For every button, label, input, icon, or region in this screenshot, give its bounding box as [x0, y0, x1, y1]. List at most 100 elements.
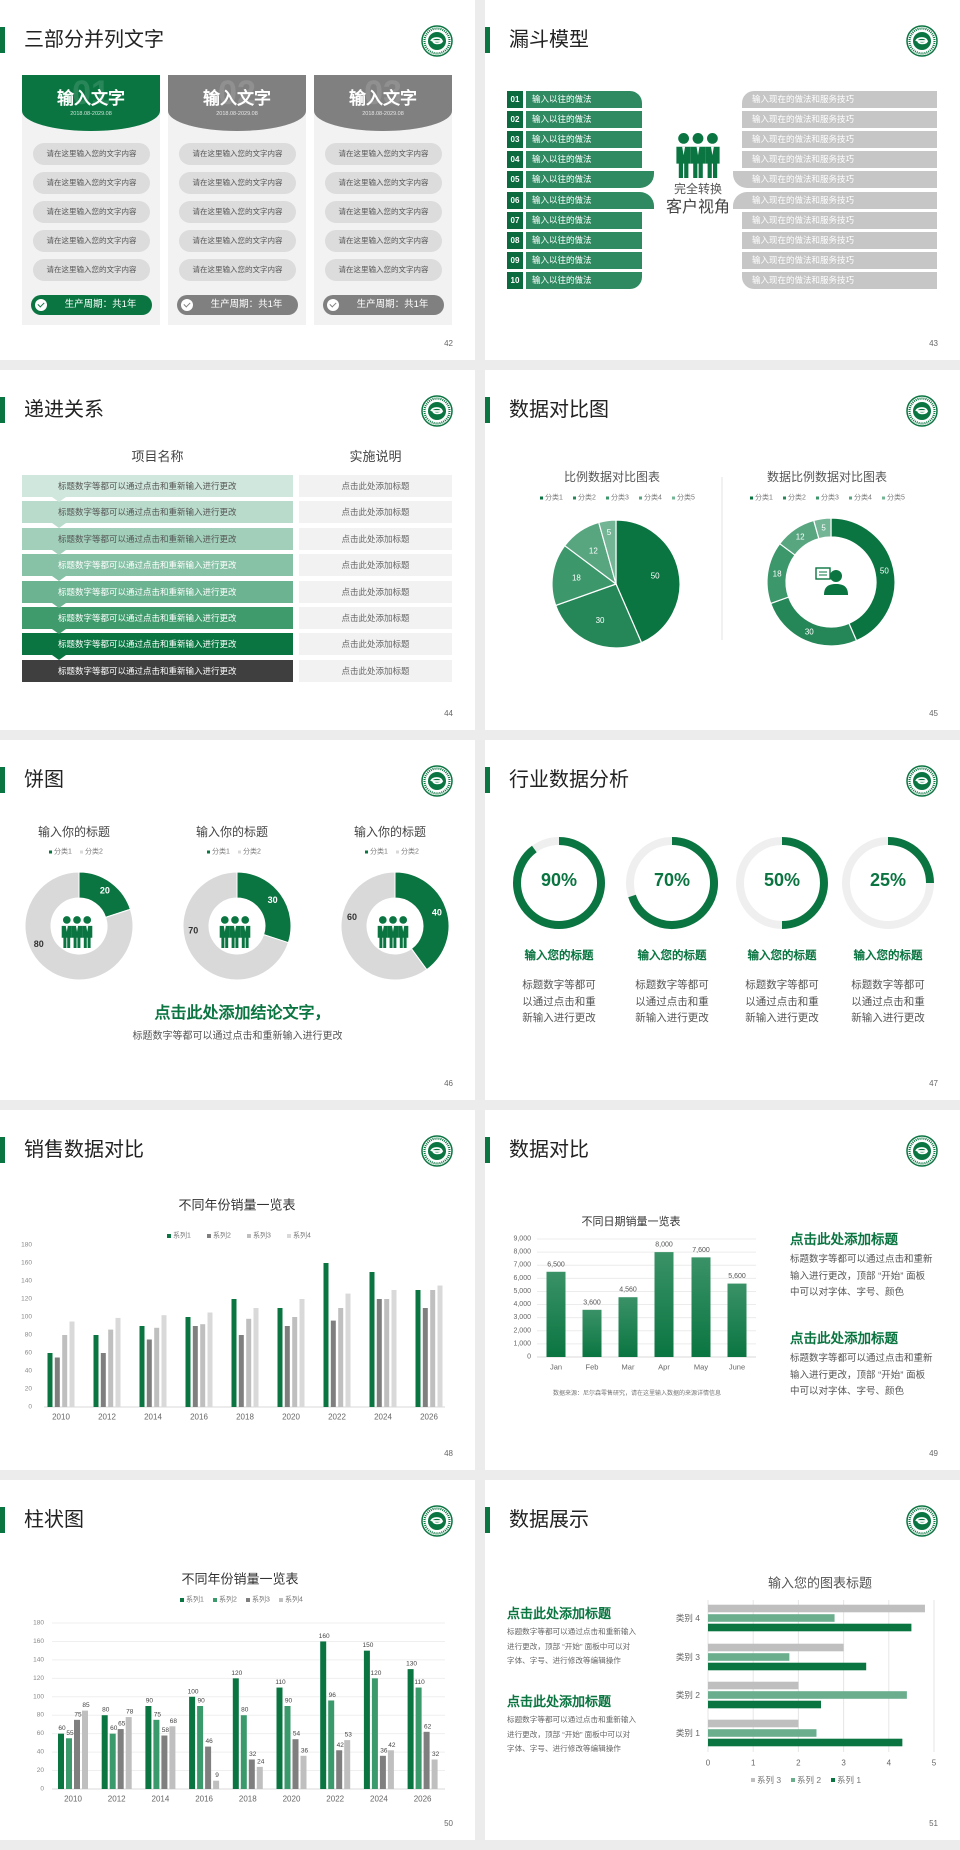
- bar-系列4[interactable]: [125, 1717, 132, 1789]
- bar-系列2[interactable]: [100, 1353, 106, 1407]
- row-note[interactable]: 点击此处添加标题: [299, 607, 452, 629]
- bar-系列3[interactable]: [246, 1318, 252, 1407]
- progress-row[interactable]: 标题数字等都可以通过点击和重新输入进行更改: [22, 659, 293, 682]
- bar-系列1[interactable]: [277, 1308, 283, 1407]
- text-pill[interactable]: 请在这里输入您的文字内容: [179, 143, 296, 165]
- bar[interactable]: [727, 1283, 747, 1357]
- text-pill[interactable]: 请在这里输入您的文字内容: [325, 143, 442, 165]
- bar-系列1[interactable]: [708, 1738, 903, 1747]
- bar-系列3[interactable]: [248, 1759, 255, 1789]
- bar-系列3[interactable]: [708, 1719, 799, 1728]
- bar-系列3[interactable]: [379, 1755, 386, 1789]
- bar-系列2[interactable]: [66, 1738, 72, 1789]
- bar-系列1[interactable]: [101, 1715, 108, 1789]
- bar-系列3[interactable]: [423, 1731, 430, 1789]
- bar-系列2[interactable]: [284, 1326, 290, 1407]
- donut-slice[interactable]: [182, 871, 289, 981]
- bar[interactable]: [691, 1257, 711, 1357]
- bar-系列1[interactable]: [407, 1669, 414, 1789]
- bar-系列1[interactable]: [47, 1353, 53, 1407]
- bar-系列2[interactable]: [153, 1719, 160, 1789]
- bar-系列2[interactable]: [197, 1706, 204, 1789]
- bar-系列1[interactable]: [189, 1696, 196, 1789]
- bar-系列1[interactable]: [323, 1263, 329, 1407]
- bar-系列3[interactable]: [708, 1643, 844, 1652]
- text-pill[interactable]: 请在这里输入您的文字内容: [179, 201, 296, 223]
- bar[interactable]: [546, 1271, 566, 1357]
- old-practice-bar[interactable]: 输入以往的做法: [526, 251, 642, 269]
- progress-row[interactable]: 标题数字等都可以通过点击和重新输入进行更改: [22, 607, 293, 629]
- bar-系列3[interactable]: [292, 1317, 298, 1407]
- bar-系列1[interactable]: [231, 1299, 237, 1407]
- bar-系列1[interactable]: [369, 1272, 375, 1407]
- bar-系列3[interactable]: [161, 1735, 168, 1789]
- text-pill[interactable]: 请在这里输入您的文字内容: [325, 259, 442, 281]
- bar-系列4[interactable]: [207, 1312, 213, 1408]
- bar-系列4[interactable]: [213, 1780, 220, 1789]
- bar-系列3[interactable]: [200, 1324, 206, 1407]
- bar-系列2[interactable]: [240, 1715, 247, 1789]
- text-pill[interactable]: 请在这里输入您的文字内容: [33, 143, 150, 165]
- row-note[interactable]: 点击此处添加标题: [299, 475, 452, 497]
- bar-系列2[interactable]: [371, 1678, 378, 1789]
- bar-系列4[interactable]: [253, 1308, 259, 1407]
- text-pill[interactable]: 请在这里输入您的文字内容: [325, 172, 442, 194]
- bar-系列4[interactable]: [82, 1710, 88, 1789]
- bar-系列3[interactable]: [336, 1750, 343, 1789]
- pie-slice[interactable]: [812, 517, 832, 540]
- bar-系列4[interactable]: [344, 1740, 351, 1789]
- bar-系列2[interactable]: [415, 1687, 422, 1789]
- pie-slice[interactable]: [554, 583, 643, 649]
- old-practice-bar[interactable]: 输入以往的做法: [526, 271, 642, 289]
- bar-系列4[interactable]: [299, 1299, 305, 1407]
- new-practice-bar[interactable]: 输入现在的做法和服务技巧: [742, 231, 937, 249]
- bar-系列4[interactable]: [300, 1755, 307, 1789]
- old-practice-bar[interactable]: 输入以往的做法: [526, 171, 654, 189]
- row-note[interactable]: 点击此处添加标题: [299, 554, 452, 577]
- bar-系列4[interactable]: [431, 1759, 438, 1789]
- bar-系列1[interactable]: [708, 1700, 821, 1709]
- donut-slice[interactable]: [394, 871, 450, 971]
- text-pill[interactable]: 请在这里输入您的文字内容: [179, 259, 296, 281]
- bar-系列2[interactable]: [708, 1653, 790, 1661]
- bar-系列4[interactable]: [256, 1766, 263, 1789]
- bar-系列4[interactable]: [437, 1285, 443, 1408]
- text-pill[interactable]: 请在这里输入您的文字内容: [33, 230, 150, 252]
- bar[interactable]: [654, 1252, 674, 1357]
- bar-系列2[interactable]: [146, 1339, 152, 1408]
- new-practice-bar[interactable]: 输入现在的做法和服务技巧: [742, 251, 937, 269]
- new-practice-bar[interactable]: 输入现在的做法和服务技巧: [742, 211, 937, 229]
- bar-系列3[interactable]: [154, 1327, 160, 1407]
- new-practice-bar[interactable]: 输入现在的做法和服务技巧: [742, 131, 937, 149]
- bar-系列2[interactable]: [376, 1299, 382, 1407]
- bar-系列3[interactable]: [62, 1335, 68, 1407]
- progress-row[interactable]: 标题数字等都可以通过点击和重新输入进行更改: [22, 527, 293, 550]
- row-note[interactable]: 点击此处添加标题: [299, 501, 452, 524]
- new-practice-bar[interactable]: 输入现在的做法和服务技巧: [733, 191, 937, 209]
- text-pill[interactable]: 请在这里输入您的文字内容: [179, 172, 296, 194]
- bar-系列2[interactable]: [708, 1729, 817, 1737]
- row-note[interactable]: 点击此处添加标题: [299, 580, 452, 603]
- text-pill[interactable]: 请在这里输入您的文字内容: [33, 259, 150, 281]
- donut-slice[interactable]: [24, 871, 134, 981]
- bar-系列2[interactable]: [109, 1733, 116, 1789]
- bar-系列1[interactable]: [415, 1290, 421, 1407]
- bar-系列1[interactable]: [363, 1650, 370, 1789]
- new-practice-bar[interactable]: 输入现在的做法和服务技巧: [742, 271, 937, 289]
- bar[interactable]: [582, 1309, 602, 1357]
- pie-slice[interactable]: [551, 544, 618, 607]
- pie-slice[interactable]: [615, 519, 681, 644]
- text-pill[interactable]: 请在这里输入您的文字内容: [33, 201, 150, 223]
- new-practice-bar[interactable]: 输入现在的做法和服务技巧: [742, 91, 937, 108]
- bar-系列1[interactable]: [708, 1623, 912, 1632]
- text-pill[interactable]: 请在这里输入您的文字内容: [33, 172, 150, 194]
- bar-系列2[interactable]: [54, 1357, 60, 1408]
- pie-slice[interactable]: [769, 596, 858, 647]
- bar-系列2[interactable]: [422, 1308, 428, 1407]
- bar-系列2[interactable]: [284, 1706, 291, 1789]
- bar-系列4[interactable]: [69, 1321, 75, 1408]
- bar-系列1[interactable]: [276, 1687, 283, 1789]
- progress-row[interactable]: 标题数字等都可以通过点击和重新输入进行更改: [22, 501, 293, 524]
- text-pill[interactable]: 请在这里输入您的文字内容: [325, 230, 442, 252]
- bar-系列4[interactable]: [169, 1726, 176, 1789]
